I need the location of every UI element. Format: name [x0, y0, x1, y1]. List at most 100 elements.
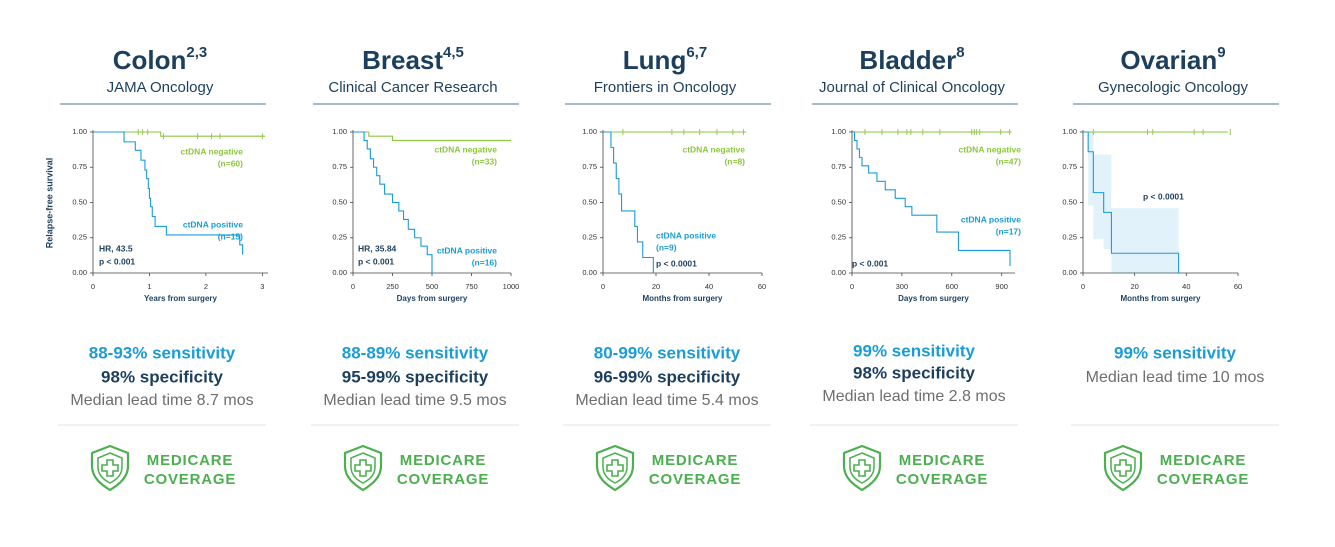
annotation: HR, 43.5	[99, 243, 133, 253]
x-axis-label: Months from surgery	[642, 294, 723, 303]
x-axis-label: Years from surgery	[144, 294, 217, 303]
cross-icon	[606, 459, 624, 477]
y-tick-label: 0.50	[72, 197, 87, 206]
y-tick-label: 0.25	[831, 233, 846, 242]
y-tick-label: 0.25	[72, 233, 87, 242]
x-tick-label: 2	[204, 282, 208, 291]
series-label: ctDNA positive	[961, 214, 1021, 224]
y-tick-label: 0.25	[1062, 233, 1077, 242]
y-tick-label: 0.75	[332, 162, 347, 171]
annotation: p < 0.001	[99, 256, 135, 266]
x-tick-label: 250	[386, 282, 399, 291]
badge-text: COVERAGE	[144, 471, 236, 488]
survival-curve	[93, 131, 244, 255]
title-sup: 9	[1217, 44, 1225, 61]
y-tick-label: 1.00	[582, 127, 597, 136]
series-label: ctDNA negative	[180, 146, 243, 156]
x-tick-label: 900	[995, 282, 1008, 291]
shield-inner	[602, 452, 628, 484]
x-tick-label: 60	[1234, 282, 1242, 291]
x-tick-label: 0	[601, 282, 605, 291]
y-tick-label: 0.75	[831, 162, 846, 171]
badge-text: COVERAGE	[1157, 471, 1249, 488]
shield-icon	[90, 444, 130, 492]
sensitivity: 99% sensitivity	[853, 341, 975, 360]
survival-curve	[1083, 131, 1180, 273]
series-label: ctDNA positive	[183, 219, 243, 229]
series-label: ctDNA positive	[656, 230, 716, 240]
x-tick-label: 20	[652, 282, 660, 291]
journal: Journal of Clinical Oncology	[819, 79, 1005, 96]
y-tick-label: 0.75	[582, 162, 597, 171]
x-tick-label: 0	[91, 282, 95, 291]
x-tick-label: 0	[1081, 282, 1085, 291]
panel: Breast4,5 Clinical Cancer Research 0.00 0.2…	[311, 44, 519, 492]
series-n: (n=47)	[996, 156, 1021, 166]
y-tick-label: 0.50	[332, 197, 347, 206]
journal: JAMA Oncology	[107, 79, 214, 96]
sensitivity: 99% sensitivity	[1114, 343, 1236, 362]
shield-inner	[1110, 452, 1136, 484]
y-tick-label: 1.00	[1062, 127, 1077, 136]
y-tick-label: 1.00	[831, 127, 846, 136]
x-axis-label: Days from surgery	[898, 294, 969, 303]
survival-curve	[93, 131, 266, 137]
shield-icon	[842, 444, 882, 492]
badge-text: COVERAGE	[397, 471, 489, 488]
y-tick-label: 0.25	[332, 233, 347, 242]
series-n: (n=16)	[472, 257, 497, 267]
lead-time: Median lead time 5.4 mos	[575, 392, 758, 409]
series-label: ctDNA negative	[434, 144, 497, 154]
series-n: (n=8)	[724, 156, 745, 166]
specificity: 95-99% specificity	[342, 367, 489, 386]
title-text: Ovarian	[1120, 45, 1217, 75]
y-tick-label: 0.00	[72, 268, 87, 277]
x-tick-label: 0	[351, 282, 355, 291]
title-sup: 8	[956, 44, 964, 61]
shield-icon	[1103, 444, 1143, 492]
badge-text: MEDICARE	[400, 452, 486, 469]
panel-title: Colon2,3	[113, 44, 208, 75]
y-tick-label: 0.25	[582, 233, 597, 242]
ci-band	[1088, 132, 1094, 206]
shield-inner	[849, 452, 875, 484]
lead-time: Median lead time 10 mos	[1086, 369, 1265, 386]
annotation: p < 0.0001	[656, 258, 697, 268]
title-sup: 4,5	[443, 44, 464, 61]
survival-curve	[603, 131, 654, 273]
lead-time: Median lead time 2.8 mos	[822, 388, 1005, 405]
panel-title: Breast4,5	[362, 44, 464, 75]
cross-icon	[853, 459, 871, 477]
title-text: Lung	[623, 45, 687, 75]
panel: Colon2,3 JAMA Oncology 0.00 0.25 0.50 0.75 1.0…	[44, 44, 268, 492]
panel-title: Lung6,7	[623, 44, 707, 75]
title-sup: 2,3	[186, 44, 207, 61]
x-tick-label: 20	[1130, 282, 1138, 291]
lead-time: Median lead time 8.7 mos	[70, 392, 253, 409]
y-tick-label: 0.00	[1062, 268, 1077, 277]
cross-icon	[1114, 459, 1132, 477]
badge-text: COVERAGE	[896, 471, 988, 488]
title-text: Bladder	[859, 45, 956, 75]
panel: Bladder8 Journal of Clinical Oncology 0.00…	[810, 44, 1021, 492]
specificity: 98% specificity	[101, 367, 223, 386]
series-n: (n=15)	[218, 231, 243, 241]
x-tick-label: 3	[260, 282, 264, 291]
annotation: p < 0.001	[852, 258, 888, 268]
y-tick-label: 0.50	[831, 197, 846, 206]
y-tick-label: 0.50	[1062, 197, 1077, 206]
y-tick-label: 0.00	[582, 268, 597, 277]
y-tick-label: 0.75	[72, 162, 87, 171]
x-tick-label: 300	[896, 282, 909, 291]
survival-curve	[852, 131, 1011, 266]
cross-icon	[101, 459, 119, 477]
sensitivity: 88-89% sensitivity	[342, 343, 489, 362]
shield-icon	[595, 444, 635, 492]
annotation: p < 0.001	[358, 256, 394, 266]
survival-curve	[353, 131, 511, 142]
series-n: (n=9)	[656, 242, 677, 252]
lead-time: Median lead time 9.5 mos	[323, 392, 506, 409]
x-tick-label: 60	[758, 282, 766, 291]
y-tick-label: 0.00	[332, 268, 347, 277]
badge-text: MEDICARE	[652, 452, 738, 469]
